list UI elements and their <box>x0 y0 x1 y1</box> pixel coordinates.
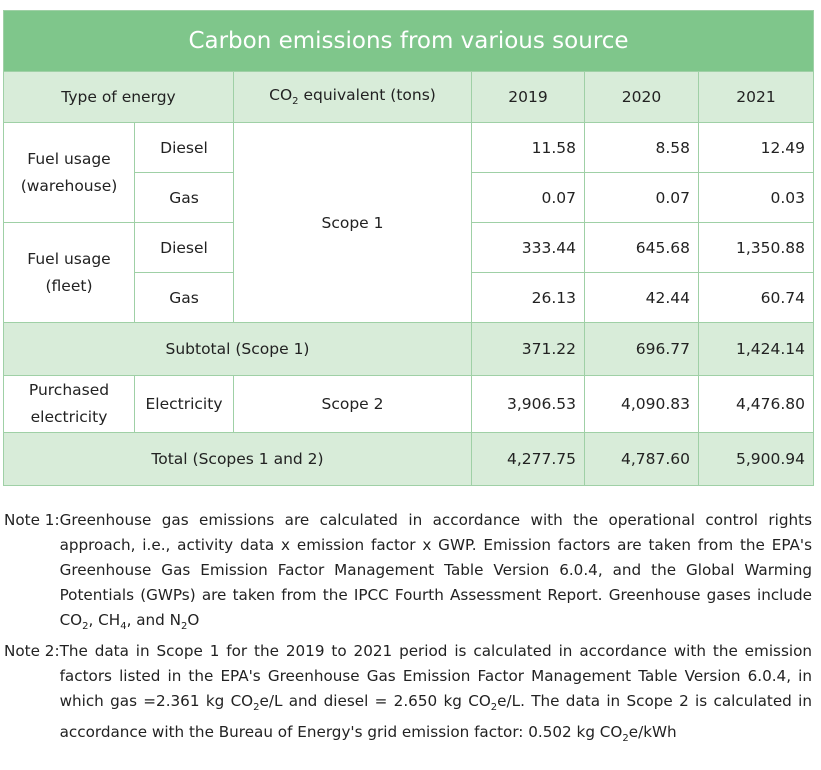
value-2021: 1,350.88 <box>698 222 814 273</box>
scope-2-label: Scope 2 <box>233 375 472 433</box>
energy-source: Gas <box>134 172 234 223</box>
scope-1-label: Scope 1 <box>233 122 472 323</box>
subtotal-label: Subtotal (Scope 1) <box>3 322 472 376</box>
subtotal-2020: 696.77 <box>584 322 699 376</box>
value-2021: 4,476.80 <box>698 375 814 433</box>
value-2019: 0.07 <box>471 172 585 223</box>
header-year-2019: 2019 <box>471 71 585 123</box>
value-2019: 3,906.53 <box>471 375 585 433</box>
note-1: Note 1: Greenhouse gas emissions are cal… <box>4 508 812 639</box>
energy-source: Gas <box>134 272 234 323</box>
energy-source: Diesel <box>134 222 234 273</box>
purchased-electricity-label: Purchased electricity <box>3 375 135 433</box>
table-row: Fuel usage (warehouse) Diesel Scope 1 11.… <box>3 122 814 323</box>
energy-source: Diesel <box>134 122 234 173</box>
fuel-usage-warehouse-label: Fuel usage (warehouse) <box>3 122 135 223</box>
value-2020: 4,090.83 <box>584 375 699 433</box>
header-year-2020: 2020 <box>584 71 699 123</box>
header-year-2021: 2021 <box>698 71 814 123</box>
note-1-text: Greenhouse gas emissions are calculated … <box>59 511 812 633</box>
total-2021: 5,900.94 <box>698 432 814 486</box>
fuel-usage-fleet-label: Fuel usage (fleet) <box>3 222 135 323</box>
header-type-of-energy: Type of energy <box>3 71 234 123</box>
value-2020: 645.68 <box>584 222 699 273</box>
value-2020: 8.58 <box>584 122 699 173</box>
total-row: Total (Scopes 1 and 2) 4,277.75 4,787.60… <box>3 432 814 486</box>
value-2019: 11.58 <box>471 122 585 173</box>
value-2021: 12.49 <box>698 122 814 173</box>
header-co2-equivalent: CO2 equivalent (tons) <box>233 71 472 123</box>
subtotal-row: Subtotal (Scope 1) 371.22 696.77 1,424.1… <box>3 322 814 376</box>
subtotal-2019: 371.22 <box>471 322 585 376</box>
notes-section: Note 1: Greenhouse gas emissions are cal… <box>4 508 812 751</box>
value-2021: 60.74 <box>698 272 814 323</box>
note-2-text: The data in Scope 1 for the 2019 to 2021… <box>59 642 812 745</box>
emissions-table: Carbon emissions from various source Typ… <box>3 10 814 486</box>
table-row: Gas 0.07 0.07 0.03 <box>4 172 814 223</box>
total-2019: 4,277.75 <box>471 432 585 486</box>
energy-source: Electricity <box>134 375 234 433</box>
table-title: Carbon emissions from various source <box>3 10 814 72</box>
value-2019: 333.44 <box>471 222 585 273</box>
total-2020: 4,787.60 <box>584 432 699 486</box>
note-2-label: Note 2: <box>4 642 60 661</box>
note-2: Note 2: The data in Scope 1 for the 2019… <box>4 639 812 751</box>
table-row: Purchased electricity Electricity Scope 2… <box>3 375 814 433</box>
note-1-label: Note 1: <box>4 511 60 529</box>
value-2019: 26.13 <box>471 272 585 323</box>
value-2020: 42.44 <box>584 272 699 323</box>
table-row: Fuel usage (fleet) Diesel 333.44 645.68 1… <box>3 222 814 323</box>
value-2021: 0.03 <box>698 172 814 223</box>
subtotal-2021: 1,424.14 <box>698 322 814 376</box>
total-label: Total (Scopes 1 and 2) <box>3 432 472 486</box>
value-2020: 0.07 <box>584 172 699 223</box>
